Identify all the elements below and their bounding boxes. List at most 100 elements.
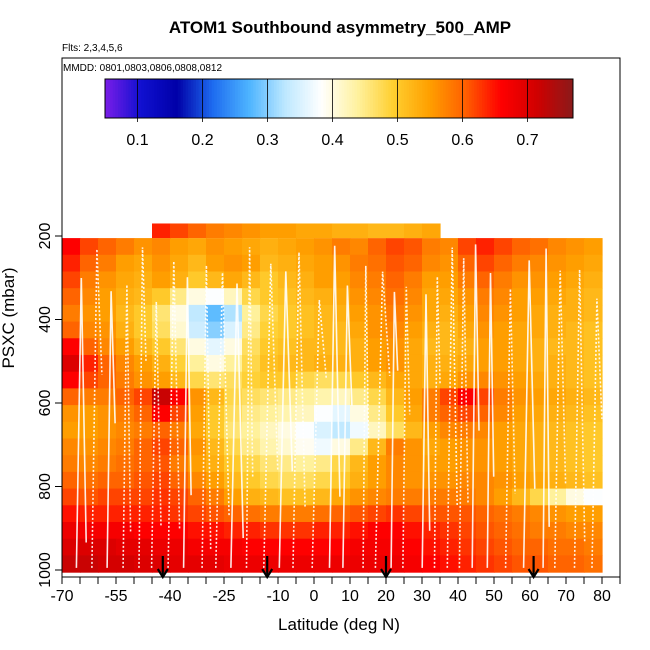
colorbar-segment — [484, 79, 488, 118]
colorbar-segment — [354, 79, 358, 118]
heatmap-cell — [422, 238, 441, 256]
heatmap-cell — [422, 555, 441, 573]
heatmap-cell — [512, 388, 531, 406]
colorbar-segment — [336, 79, 340, 118]
heatmap-cell — [368, 338, 387, 356]
heatmap-cell — [548, 388, 567, 406]
heatmap-cell — [62, 521, 81, 540]
colorbar-frame — [104, 78, 574, 119]
heatmap-cell — [188, 421, 207, 440]
heatmap-cell — [422, 455, 441, 473]
heatmap-cell — [386, 421, 405, 440]
heatmap-cell — [584, 555, 603, 573]
colorbar-segment — [463, 79, 467, 118]
heatmap-cell — [548, 488, 567, 506]
heatmap-cell — [512, 371, 531, 389]
heatmap-cell — [548, 354, 567, 373]
colorbar-segment — [341, 79, 345, 118]
colorbar-segment — [294, 79, 298, 118]
heatmap-cell — [116, 555, 135, 573]
heatmap-cell — [278, 338, 297, 356]
heatmap-cell — [314, 271, 333, 289]
heatmap-cell — [404, 521, 423, 540]
heatmap-cell — [260, 471, 279, 490]
heatmap-cell — [440, 321, 459, 339]
heatmap-cell — [170, 405, 189, 423]
heatmap-cell — [224, 271, 243, 289]
heatmap-cell — [404, 338, 423, 356]
colorbar-segment — [144, 79, 148, 118]
colorbar-segment — [229, 79, 233, 118]
heatmap-cell — [188, 555, 207, 573]
heatmap-cell — [458, 254, 477, 273]
heatmap-cell — [134, 421, 153, 440]
colorbar-segment — [552, 79, 556, 118]
heatmap-cell — [206, 254, 225, 273]
heatmap-cell — [188, 338, 207, 356]
heatmap-cell — [260, 238, 279, 256]
heatmap-cell — [260, 388, 279, 406]
heatmap-cell — [80, 488, 99, 506]
heatmap-cell — [566, 338, 585, 356]
heatmap-cell — [530, 288, 549, 306]
colorbar-segment — [175, 79, 179, 118]
heatmap-cell — [296, 238, 315, 256]
colorbar-segment — [287, 79, 291, 118]
heatmap-cell — [332, 471, 351, 490]
heatmap-cell — [584, 471, 603, 490]
heatmap-cell — [584, 538, 603, 556]
heatmap-cell — [332, 438, 351, 456]
heatmap-cell — [350, 388, 369, 406]
heatmap-cell — [458, 271, 477, 289]
heatmap-cell — [548, 521, 567, 540]
heatmap-cell — [242, 471, 261, 490]
heatmap-cell — [548, 471, 567, 490]
heatmap-cell — [80, 321, 99, 339]
colorbar-segment — [209, 79, 213, 118]
heatmap-cell — [404, 288, 423, 306]
heatmap-cell — [350, 421, 369, 440]
flight-track — [342, 285, 353, 568]
x-tick-label: 70 — [557, 588, 575, 605]
heatmap-cell — [98, 304, 117, 323]
colorbar-segment — [177, 79, 181, 118]
colorbar-segment — [219, 79, 223, 118]
heatmap-cell — [458, 388, 477, 406]
y-tick-label: 1000 — [37, 552, 54, 588]
heatmap-cell — [260, 538, 279, 556]
x-tick-label: 60 — [521, 588, 539, 605]
heatmap-cell — [134, 555, 153, 573]
colorbar-segment — [346, 79, 350, 118]
heatmap-cell — [260, 488, 279, 506]
heatmap-cell — [116, 271, 135, 289]
heatmap-cell — [206, 505, 225, 523]
heatmap-cell — [206, 538, 225, 556]
heatmap-cell — [332, 388, 351, 406]
heatmap-cell — [242, 421, 261, 440]
heatmap-cell — [584, 288, 603, 306]
heatmap-cell — [404, 271, 423, 289]
heatmap-cell — [440, 488, 459, 506]
heatmap-cell — [476, 455, 495, 473]
heatmap-cell — [296, 371, 315, 389]
heatmap-cell — [404, 388, 423, 406]
heatmap-cell — [530, 271, 549, 289]
heatmap-cell — [224, 538, 243, 556]
heatmap-cell — [512, 421, 531, 440]
colorbar-segment — [349, 79, 353, 118]
heatmap-cell — [368, 321, 387, 339]
heatmap-cell — [566, 371, 585, 389]
heatmap-cell — [278, 438, 297, 456]
colorbar-segment — [125, 79, 129, 118]
heatmap-cell — [404, 471, 423, 490]
heatmap-cell — [332, 254, 351, 273]
heatmap-cell — [188, 405, 207, 423]
heatmap-cell — [332, 521, 351, 540]
heatmap-cell — [332, 321, 351, 339]
heatmap-cell — [134, 388, 153, 406]
flight-track — [278, 271, 294, 568]
colorbar-segment — [547, 79, 551, 118]
heatmap-cell — [530, 354, 549, 373]
heatmap-cell — [422, 538, 441, 556]
heatmap-top-band-cell — [350, 223, 369, 239]
